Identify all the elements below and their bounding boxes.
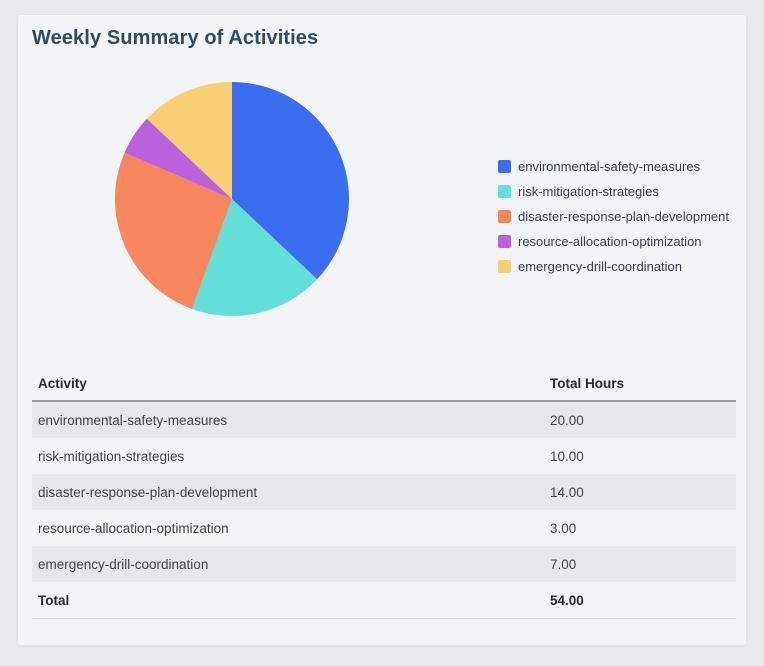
legend-label: environmental-safety-measures [518, 159, 701, 174]
column-header-activity: Activity [32, 367, 544, 402]
column-header-total-hours: Total Hours [544, 367, 736, 402]
total-label-cell: Total [32, 582, 544, 619]
legend-label: emergency-drill-coordination [518, 259, 683, 274]
hours-cell: 7.00 [544, 546, 736, 582]
table-row: disaster-response-plan-development 14.00 [32, 474, 736, 510]
table-row: risk-mitigation-strategies 10.00 [32, 438, 736, 474]
pie-slice-risk-mitigation-strategies[interactable] [191, 199, 318, 316]
legend-item-emergency-drill-coordination[interactable]: emergency-drill-coordination [498, 254, 729, 279]
legend-swatch-icon [498, 185, 511, 198]
legend-item-risk-mitigation-strategies[interactable]: risk-mitigation-strategies [498, 179, 729, 204]
legend-label: risk-mitigation-strategies [518, 184, 659, 199]
hours-cell: 14.00 [544, 474, 736, 510]
legend-label: resource-allocation-optimization [518, 234, 702, 249]
activity-summary-table: Activity Total Hours environmental-safet… [32, 367, 736, 619]
pie-slice-environmental-safety-measures[interactable] [232, 82, 349, 280]
pie-slice-emergency-drill-coordination[interactable] [146, 82, 232, 199]
table-row: resource-allocation-optimization 3.00 [32, 510, 736, 546]
legend-label: disaster-response-plan-development [518, 209, 730, 224]
hours-cell: 3.00 [550, 520, 577, 536]
table-header-row: Activity Total Hours [32, 367, 736, 402]
chart-legend: environmental-safety-measures risk-mitig… [498, 154, 729, 279]
total-hours-cell: 54.00 [544, 582, 736, 619]
activity-cell: resource-allocation-optimization [38, 520, 229, 536]
hours-cell: 20.00 [544, 401, 736, 438]
legend-item-disaster-response-plan-development[interactable]: disaster-response-plan-development [498, 204, 729, 229]
legend-swatch-icon [498, 235, 511, 248]
activity-cell: disaster-response-plan-development [32, 474, 544, 510]
summary-card: Weekly Summary of Activities environment… [17, 14, 747, 646]
page-title: Weekly Summary of Activities [32, 27, 319, 49]
pie-slice-disaster-response-plan-development[interactable] [115, 152, 232, 309]
legend-swatch-icon [498, 160, 511, 173]
activity-cell: emergency-drill-coordination [32, 546, 544, 582]
legend-item-environmental-safety-measures[interactable]: environmental-safety-measures [498, 154, 729, 179]
hours-cell: 10.00 [550, 448, 584, 464]
pie-chart-svg[interactable] [115, 82, 349, 316]
table-total-row: Total 54.00 [32, 582, 736, 619]
activity-cell: risk-mitigation-strategies [38, 448, 185, 464]
activity-cell: environmental-safety-measures [32, 401, 544, 438]
table-row: environmental-safety-measures 20.00 [32, 401, 736, 438]
legend-item-resource-allocation-optimization[interactable]: resource-allocation-optimization [498, 229, 729, 254]
legend-swatch-icon [498, 260, 511, 273]
legend-swatch-icon [498, 210, 511, 223]
pie-chart[interactable] [115, 82, 349, 316]
table-row: emergency-drill-coordination 7.00 [32, 546, 736, 582]
pie-slice-resource-allocation-optimization[interactable] [124, 118, 232, 199]
